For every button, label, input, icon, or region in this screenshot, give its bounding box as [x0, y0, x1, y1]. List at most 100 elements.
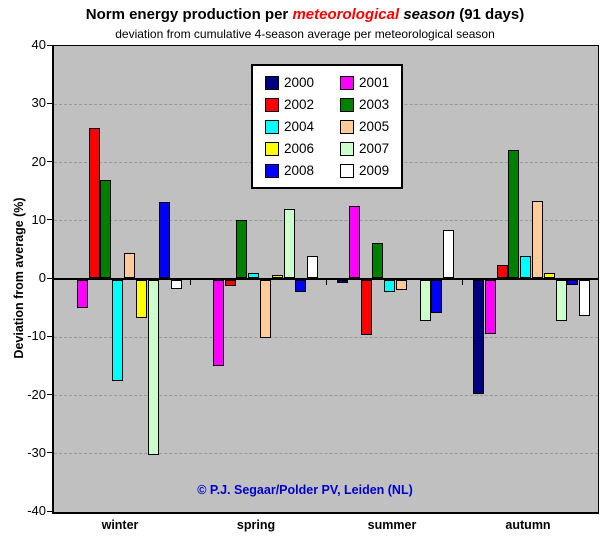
y-tick-label-20: 20	[31, 153, 46, 169]
y-tick-mark	[47, 510, 52, 512]
y-tick-label--20: -20	[27, 386, 46, 402]
legend-item-2007: 2007	[340, 141, 389, 156]
y-tick-mark	[47, 452, 52, 454]
bar-2004-spring	[248, 273, 260, 278]
legend-label-2001: 2001	[359, 75, 390, 90]
legend-swatch-2009	[340, 163, 355, 178]
legend-item-2001: 2001	[340, 75, 389, 90]
legend-label-2008: 2008	[284, 163, 315, 178]
legend-swatch-2008	[265, 163, 279, 178]
bar-2004-summer	[384, 280, 396, 292]
x-category-label-winter: winter	[101, 518, 139, 532]
bar-2007-spring	[283, 208, 295, 278]
chart-title-part4: (91 days)	[455, 6, 525, 23]
zero-axis-line	[54, 278, 598, 280]
y-tick-label-10: 10	[31, 211, 46, 227]
y-tick-label--30: -30	[27, 444, 46, 460]
legend-label-2009: 2009	[359, 163, 390, 178]
y-tick-mark	[47, 394, 52, 395]
bar-2009-summer	[443, 230, 455, 278]
bar-2005-autumn	[532, 200, 543, 278]
bar-2000-autumn	[473, 280, 484, 394]
legend-swatch-2000	[265, 75, 279, 90]
y-tick-label-30: 30	[31, 95, 46, 111]
legend-label-2005: 2005	[359, 119, 390, 134]
bar-2009-spring	[307, 255, 319, 278]
gridline--20	[54, 395, 598, 396]
legend-item-2004: 2004	[265, 119, 314, 134]
legend-label-2007: 2007	[359, 141, 390, 156]
bar-2002-spring	[224, 280, 236, 286]
bar-2004-autumn	[520, 256, 532, 278]
bar-2006-autumn	[543, 273, 555, 278]
legend-label-2002: 2002	[284, 97, 315, 112]
legend-label-2006: 2006	[284, 141, 315, 156]
legend-swatch-2004	[265, 119, 279, 134]
legend-item-2000: 2000	[265, 75, 314, 90]
bar-2002-summer	[360, 280, 372, 335]
x-category-label-autumn: autumn	[505, 518, 551, 532]
gridline--10	[54, 336, 598, 338]
y-tick-mark	[47, 277, 52, 279]
copyright-text: © P.J. Segaar/Polder PV, Leiden (NL)	[197, 483, 413, 497]
bar-2009-winter	[171, 280, 183, 289]
chart-title: Norm energy production per meteorologica…	[0, 6, 610, 23]
chart-title-highlight: meteorological	[292, 6, 400, 23]
bar-2003-winter	[100, 180, 112, 278]
chart-title-season: season	[399, 6, 456, 23]
bar-2008-summer	[431, 280, 443, 313]
category-tick	[190, 280, 191, 285]
legend-item-2003: 2003	[340, 97, 389, 112]
y-tick-label--40: -40	[27, 503, 46, 518]
y-tick-label-40: 40	[31, 37, 46, 52]
legend-item-2005: 2005	[340, 119, 389, 134]
bar-2001-winter	[76, 280, 88, 308]
bar-2007-summer	[419, 280, 431, 322]
legend-item-2008: 2008	[265, 163, 314, 178]
y-tick-mark	[47, 44, 52, 46]
legend-item-2006: 2006	[265, 141, 314, 156]
bar-2000-summer	[337, 280, 348, 284]
bar-2001-spring	[212, 280, 224, 366]
y-tick-mark	[47, 335, 52, 337]
legend-swatch-2007	[340, 141, 355, 156]
chart-subtitle: deviation from cumulative 4-season avera…	[115, 27, 495, 41]
legend-swatch-2005	[340, 119, 355, 134]
legend-swatch-2006	[265, 141, 279, 156]
bar-2007-autumn	[555, 280, 567, 321]
bar-2008-winter	[159, 202, 171, 278]
bar-2001-autumn	[484, 280, 496, 335]
bar-2003-spring	[236, 219, 248, 278]
legend-label-2003: 2003	[359, 97, 390, 112]
category-tick	[462, 280, 463, 285]
bar-2005-winter	[124, 252, 135, 278]
bar-2006-winter	[135, 280, 147, 318]
legend-label-2004: 2004	[284, 119, 315, 134]
legend-swatch-2001	[340, 75, 355, 90]
legend-item-2009: 2009	[340, 163, 389, 178]
bar-2005-spring	[260, 280, 271, 339]
bar-2007-winter	[147, 280, 159, 455]
bar-2002-autumn	[496, 265, 508, 278]
y-tick-label-0: 0	[38, 270, 46, 285]
bar-2003-summer	[372, 243, 384, 278]
bar-2002-winter	[88, 128, 100, 278]
gridline-10	[54, 220, 598, 222]
bar-2009-autumn	[579, 280, 591, 316]
category-tick	[326, 280, 327, 285]
legend-box: 2000 2001 2002 2003 2004 2005 2006 2007 2008 2009	[251, 64, 404, 189]
y-tick-label--10: -10	[27, 328, 46, 344]
legend-item-2002: 2002	[265, 97, 314, 112]
y-tick-mark	[47, 219, 52, 221]
x-category-label-spring: spring	[236, 518, 276, 532]
bar-2005-summer	[396, 280, 407, 290]
bar-2006-spring	[271, 274, 283, 278]
legend-label-2000: 2000	[284, 75, 315, 90]
legend-swatch-2002	[265, 97, 279, 112]
bar-2004-winter	[112, 280, 124, 381]
chart-title-part1: Norm energy production per	[85, 6, 293, 23]
gridline--30	[54, 453, 598, 455]
y-tick-mark	[47, 102, 52, 104]
bar-2003-autumn	[508, 149, 520, 278]
